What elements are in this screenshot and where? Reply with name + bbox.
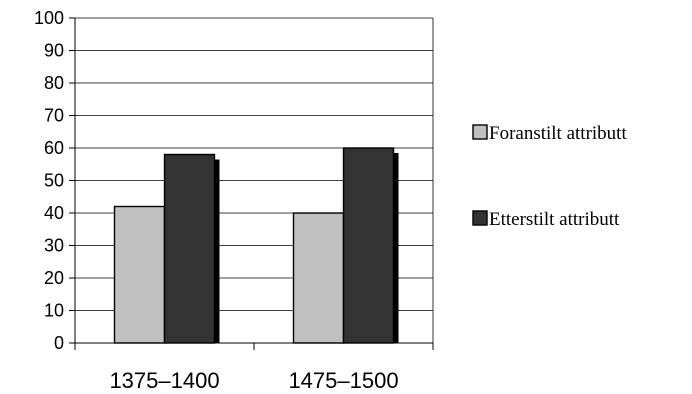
legend: Foranstilt attributt Etterstilt attributt xyxy=(472,123,627,230)
y-tick-label: 30 xyxy=(44,236,64,256)
y-tick-labels: 0 10 20 30 40 50 60 70 80 90 100 xyxy=(34,8,64,353)
legend-label: Etterstilt attributt xyxy=(489,209,620,230)
bars xyxy=(113,147,399,344)
bar xyxy=(163,153,216,344)
y-tick-label: 100 xyxy=(34,8,64,28)
y-tick-label: 0 xyxy=(54,333,64,353)
bar xyxy=(113,205,166,344)
y-tick-label: 10 xyxy=(44,301,64,321)
x-category-labels: 1375–1400 1475–1500 xyxy=(109,368,398,393)
y-tick-label: 70 xyxy=(44,106,64,126)
y-tick-label: 80 xyxy=(44,73,64,93)
legend-swatch xyxy=(472,124,488,140)
y-tick-label: 60 xyxy=(44,138,64,158)
x-category-label: 1375–1400 xyxy=(109,368,219,393)
bar xyxy=(292,212,345,344)
y-tick-label: 90 xyxy=(44,41,64,61)
y-tick-label: 50 xyxy=(44,171,64,191)
bar xyxy=(342,147,395,344)
axes xyxy=(69,17,434,350)
legend-swatch xyxy=(472,210,488,226)
y-tick-label: 40 xyxy=(44,203,64,223)
legend-label: Foranstilt attributt xyxy=(489,123,627,144)
y-tick-label: 20 xyxy=(44,268,64,288)
x-category-label: 1475–1500 xyxy=(288,368,398,393)
